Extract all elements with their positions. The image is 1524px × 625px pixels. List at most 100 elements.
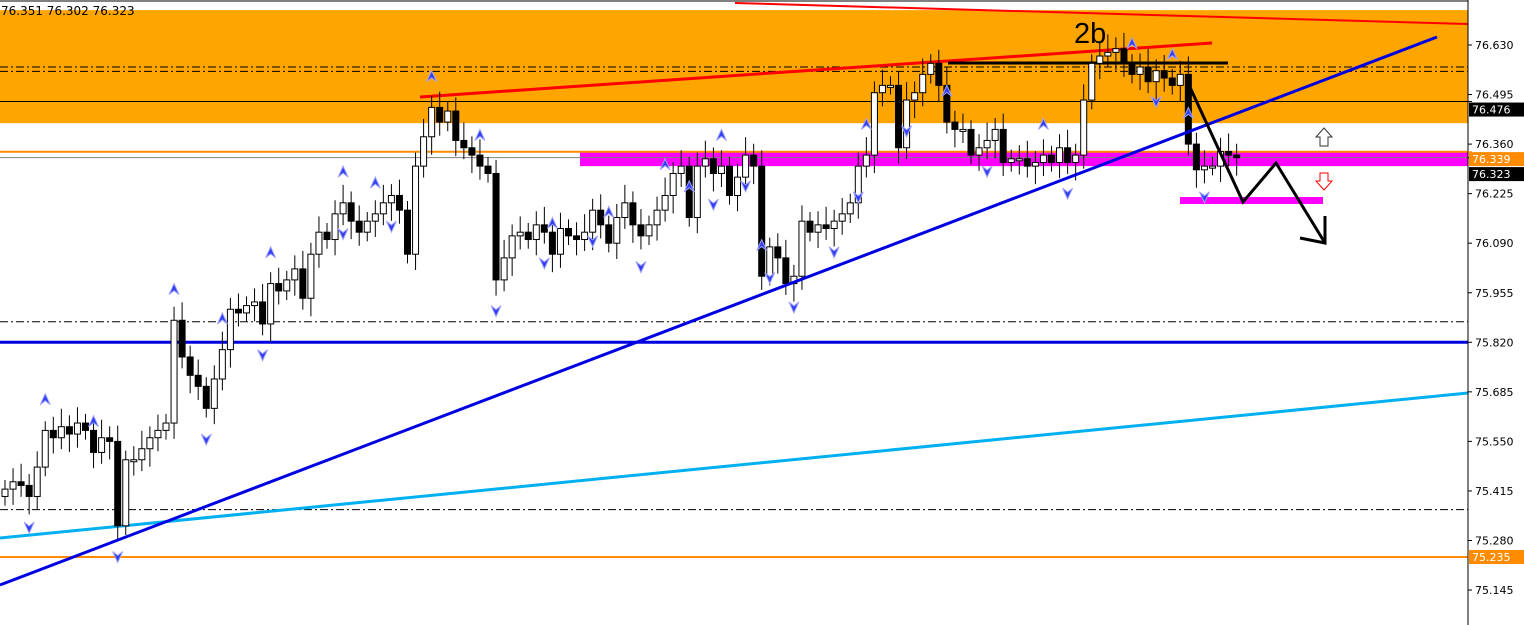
candle-body <box>589 209 597 233</box>
candle <box>524 223 532 249</box>
candle-body <box>846 202 854 215</box>
candle-body <box>870 92 878 156</box>
candle <box>1160 54 1168 92</box>
candle-body <box>9 481 17 490</box>
candle <box>1152 59 1160 100</box>
candle-body <box>1152 70 1160 83</box>
candle-body <box>371 213 379 222</box>
candle-body <box>532 224 540 241</box>
candle-body <box>138 448 146 461</box>
candle <box>1088 54 1096 110</box>
candle-body <box>693 165 701 219</box>
candle <box>1015 145 1023 175</box>
price-tag-bg <box>1469 152 1524 167</box>
fractal-up-arrow-icon <box>1182 106 1194 119</box>
candle <box>1031 151 1039 185</box>
candle-body <box>146 437 154 450</box>
candle <box>243 296 250 323</box>
candle <box>428 96 436 155</box>
fractal-down-arrow-icon <box>788 301 800 315</box>
candle <box>548 220 556 273</box>
candle-body <box>1233 154 1241 159</box>
candle <box>991 118 999 159</box>
candle <box>17 463 25 497</box>
candle <box>661 177 669 222</box>
candle-body <box>347 202 355 222</box>
candle-body <box>444 110 452 123</box>
candle-body <box>726 165 733 196</box>
buy-up-arrow-icon <box>1314 127 1334 147</box>
red-trendline-upper <box>734 2 1469 25</box>
candle-body <box>613 217 621 244</box>
y-tick-label: 75.280 <box>1475 535 1514 548</box>
candle <box>57 408 65 450</box>
candle <box>758 150 766 290</box>
candle <box>838 198 846 235</box>
candle <box>717 150 725 188</box>
candle-body <box>1031 161 1039 167</box>
fractal-down-arrow-icon <box>1198 191 1210 205</box>
candle <box>581 214 589 251</box>
y-tick-label: 75.550 <box>1475 435 1514 448</box>
candle <box>597 194 605 239</box>
candle-body <box>404 209 411 255</box>
price-tag-bg <box>1469 167 1524 182</box>
candle-body <box>806 220 814 233</box>
candle-body <box>830 220 838 230</box>
candle-body <box>1056 147 1064 163</box>
candle <box>621 184 629 229</box>
fractal-down-arrow-icon <box>337 228 349 241</box>
fractal-up-arrow-icon <box>715 128 727 141</box>
candle-body <box>154 429 162 439</box>
candle-body <box>1072 154 1080 163</box>
candle <box>299 250 307 310</box>
candle-body <box>951 121 959 130</box>
candle-body <box>1007 158 1015 163</box>
candle-body <box>114 440 122 527</box>
candle-body <box>186 356 194 376</box>
candle-body <box>717 165 725 174</box>
candle-body <box>299 268 307 299</box>
candle-body <box>1096 55 1104 64</box>
candle-body <box>130 459 138 463</box>
candle-body <box>742 154 750 178</box>
candle <box>878 69 886 107</box>
candle-body <box>669 172 677 196</box>
fractal-up-arrow-icon <box>1166 47 1178 61</box>
candle-body <box>363 220 371 233</box>
candle-body <box>33 466 41 497</box>
candle-body <box>838 213 846 222</box>
candle <box>452 97 460 157</box>
fractal-up-arrow-icon <box>603 205 615 218</box>
candle <box>983 122 991 160</box>
candle <box>323 223 331 249</box>
candle-body <box>565 228 572 237</box>
candle <box>363 212 371 242</box>
candle-body <box>202 385 210 409</box>
candle-body <box>395 194 403 211</box>
candle <box>420 118 428 178</box>
projection-arrowhead-icon <box>1299 216 1327 245</box>
candle <box>218 331 226 391</box>
candle <box>935 49 943 102</box>
candle <box>870 81 878 174</box>
candle-body <box>267 283 275 325</box>
candle-body <box>178 319 186 358</box>
candle-body <box>887 84 894 88</box>
fractal-up-arrow-icon <box>474 128 486 141</box>
candle <box>162 413 170 440</box>
candle <box>146 426 154 467</box>
candle <box>532 211 540 256</box>
candle <box>9 468 17 505</box>
candle <box>887 76 894 95</box>
candle <box>1064 129 1072 174</box>
candle-body <box>524 231 532 241</box>
price-tag: 76.323 <box>1472 168 1511 181</box>
candle-body <box>991 128 999 141</box>
candle <box>774 233 782 274</box>
candle-body <box>1176 73 1184 86</box>
candle-body <box>629 202 637 226</box>
candle <box>65 415 73 453</box>
candle <box>436 91 444 136</box>
